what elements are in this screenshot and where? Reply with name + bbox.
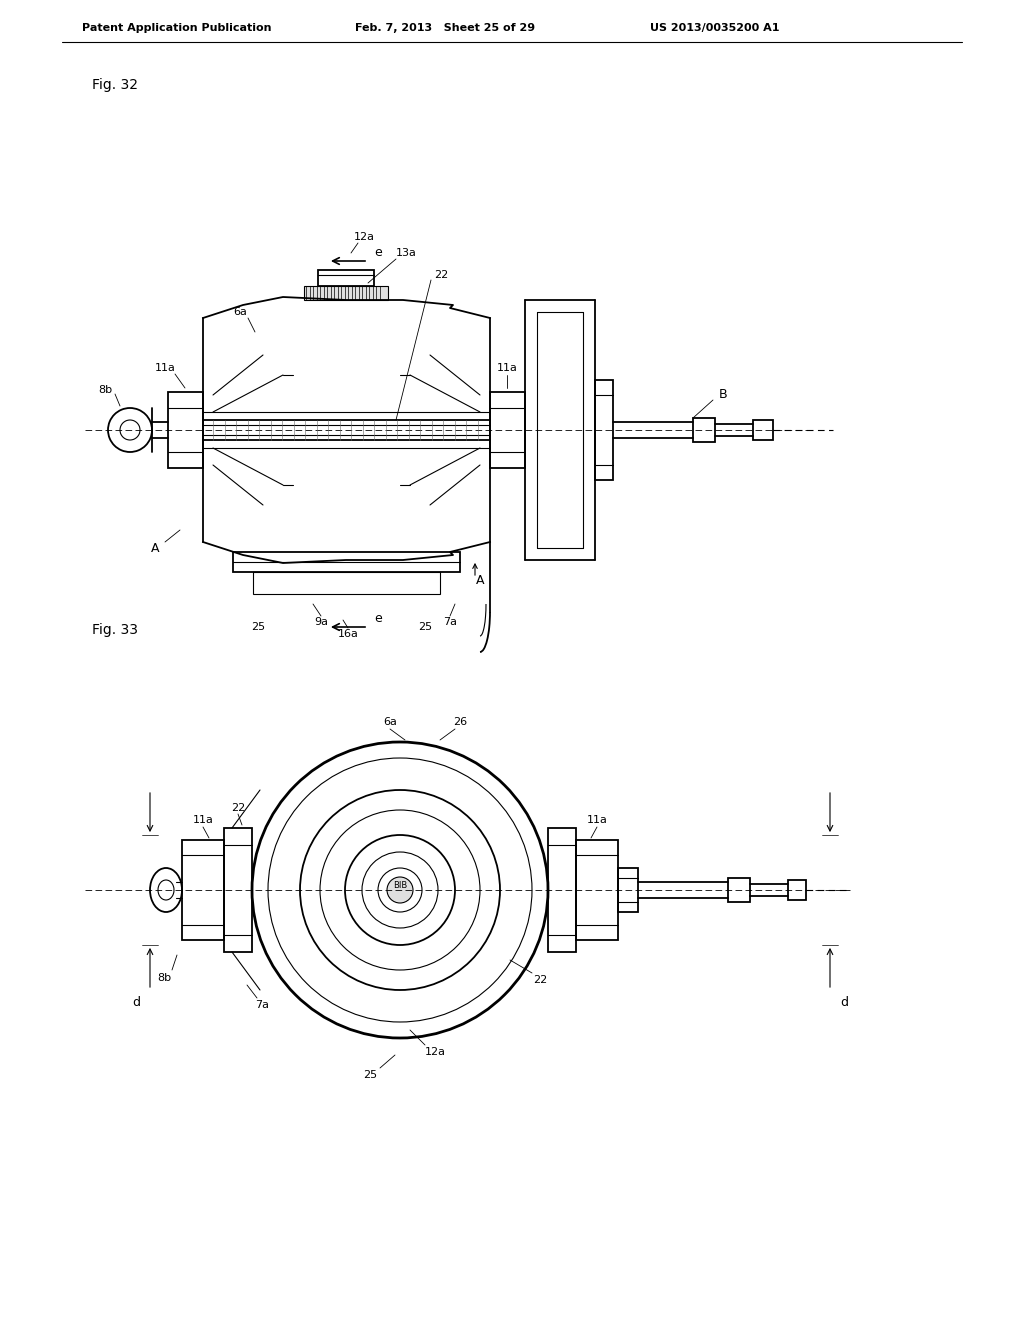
Bar: [304, 286, 388, 300]
Bar: [224, 828, 252, 952]
Text: 22: 22: [532, 975, 547, 985]
Bar: [182, 840, 224, 940]
Text: 6a: 6a: [233, 308, 247, 317]
Bar: [693, 418, 715, 442]
Bar: [753, 420, 773, 440]
Text: 16a: 16a: [338, 630, 358, 639]
Text: 11a: 11a: [497, 363, 517, 374]
Text: 7a: 7a: [255, 1001, 269, 1010]
Text: 11a: 11a: [193, 814, 213, 825]
Text: 9a: 9a: [314, 616, 328, 627]
Bar: [788, 880, 806, 900]
Bar: [575, 840, 618, 940]
Text: Feb. 7, 2013   Sheet 25 of 29: Feb. 7, 2013 Sheet 25 of 29: [355, 22, 536, 33]
Text: A: A: [476, 573, 484, 586]
Text: 8b: 8b: [98, 385, 112, 395]
Text: Fig. 32: Fig. 32: [92, 78, 138, 92]
Bar: [253, 572, 440, 594]
Text: e: e: [374, 612, 382, 624]
Ellipse shape: [387, 876, 413, 903]
Text: 12a: 12a: [353, 232, 375, 242]
Text: d: d: [840, 995, 848, 1008]
Text: 26: 26: [453, 717, 467, 727]
Text: 8b: 8b: [157, 973, 171, 983]
Text: 6a: 6a: [383, 717, 397, 727]
Bar: [595, 380, 613, 480]
Text: d: d: [132, 995, 140, 1008]
Bar: [618, 869, 638, 912]
Text: BIB: BIB: [393, 880, 408, 890]
Text: 13a: 13a: [395, 248, 417, 257]
Text: 25: 25: [251, 622, 265, 632]
Text: 22: 22: [434, 271, 449, 280]
Text: e: e: [374, 246, 382, 259]
Text: 11a: 11a: [155, 363, 175, 374]
Bar: [233, 552, 460, 572]
Bar: [548, 828, 575, 952]
Bar: [728, 878, 750, 902]
Text: 11a: 11a: [587, 814, 607, 825]
Text: B: B: [719, 388, 727, 401]
Text: 7a: 7a: [443, 616, 457, 627]
Text: Fig. 33: Fig. 33: [92, 623, 138, 638]
Text: 25: 25: [418, 622, 432, 632]
Text: A: A: [151, 541, 160, 554]
Text: 22: 22: [230, 803, 245, 813]
Text: Patent Application Publication: Patent Application Publication: [82, 22, 271, 33]
Bar: [490, 392, 525, 469]
Text: US 2013/0035200 A1: US 2013/0035200 A1: [650, 22, 779, 33]
Bar: [318, 271, 374, 286]
Text: 25: 25: [362, 1071, 377, 1080]
Bar: [168, 392, 203, 469]
Text: 12a: 12a: [425, 1047, 445, 1057]
